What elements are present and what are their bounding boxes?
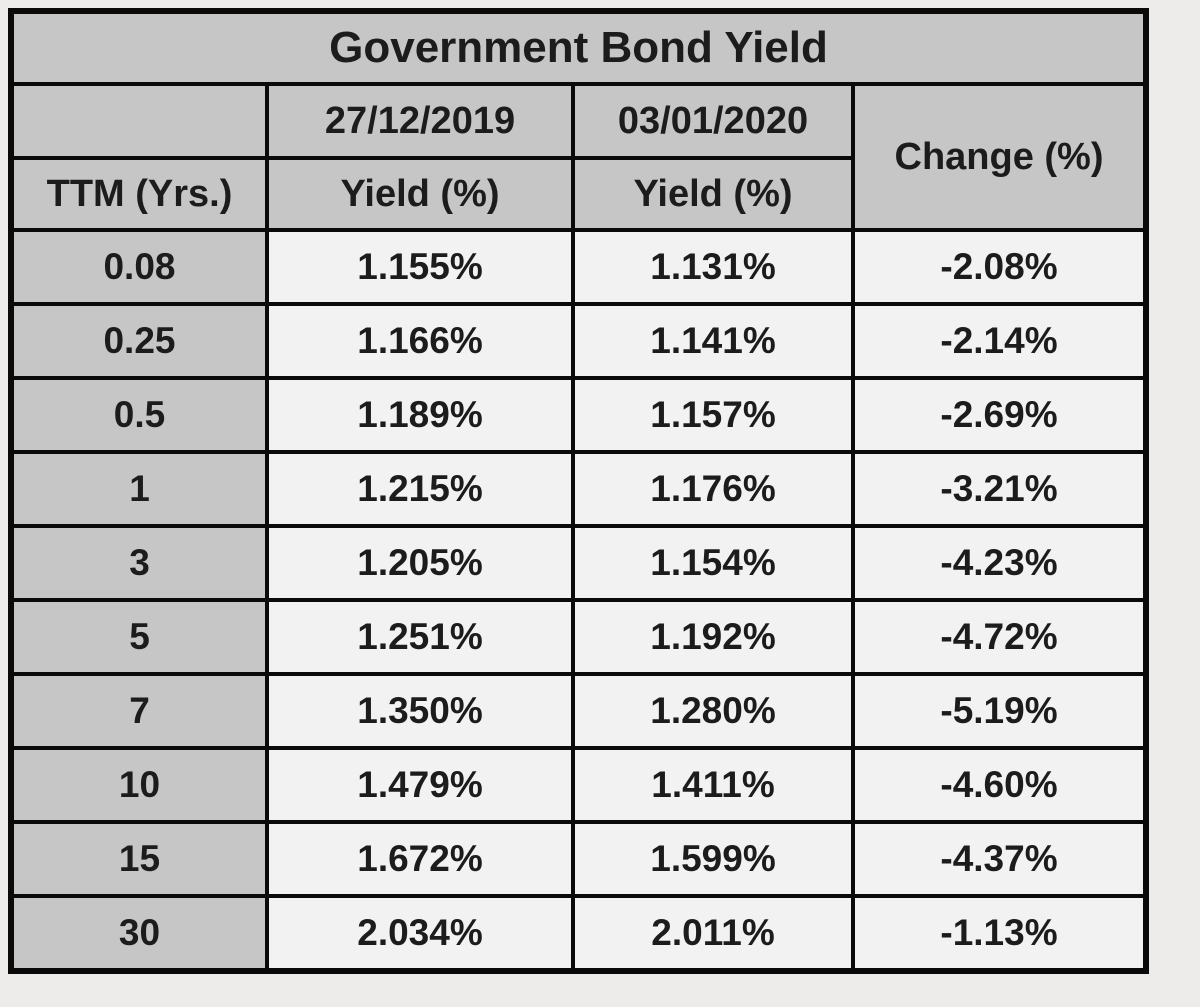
ttm-cell: 30 bbox=[9, 894, 269, 973]
ttm-cell: 1 bbox=[9, 450, 269, 528]
change-cell: -2.69% bbox=[851, 376, 1148, 454]
table-row: 15 1.672% 1.599% -4.37% bbox=[9, 820, 1148, 898]
yield-1-header: Yield (%) bbox=[265, 156, 575, 232]
change-cell: -4.72% bbox=[851, 598, 1148, 676]
change-cell: -2.08% bbox=[851, 228, 1148, 306]
yield-2-header: Yield (%) bbox=[571, 156, 855, 232]
ttm-cell: 7 bbox=[9, 672, 269, 750]
change-cell: -4.60% bbox=[851, 746, 1148, 824]
ttm-cell: 3 bbox=[9, 524, 269, 602]
yield-2-cell: 1.131% bbox=[571, 228, 855, 306]
yield-1-cell: 1.215% bbox=[265, 450, 575, 528]
yield-2-cell: 1.176% bbox=[571, 450, 855, 528]
yield-2-cell: 1.192% bbox=[571, 598, 855, 676]
change-cell: -5.19% bbox=[851, 672, 1148, 750]
date-2-header: 03/01/2020 bbox=[571, 82, 855, 160]
table-row: 3 1.205% 1.154% -4.23% bbox=[9, 524, 1148, 602]
yield-1-cell: 1.672% bbox=[265, 820, 575, 898]
yield-1-cell: 1.189% bbox=[265, 376, 575, 454]
table-row: 1 1.215% 1.176% -3.21% bbox=[9, 450, 1148, 528]
ttm-header: TTM (Yrs.) bbox=[9, 156, 269, 232]
yield-2-cell: 1.599% bbox=[571, 820, 855, 898]
government-bond-yield-table: Government Bond Yield 27/12/2019 03/01/2… bbox=[8, 8, 1149, 974]
yield-1-cell: 1.155% bbox=[265, 228, 575, 306]
table-row: 10 1.479% 1.411% -4.60% bbox=[9, 746, 1148, 824]
change-cell: -3.21% bbox=[851, 450, 1148, 528]
yield-2-cell: 1.157% bbox=[571, 376, 855, 454]
date-header-row: 27/12/2019 03/01/2020 Change (%) bbox=[9, 82, 1148, 232]
table-row: 0.08 1.155% 1.131% -2.08% bbox=[9, 228, 1148, 306]
table-row: 7 1.350% 1.280% -5.19% bbox=[9, 672, 1148, 750]
table-row: 5 1.251% 1.192% -4.72% bbox=[9, 598, 1148, 676]
ttm-cell: 0.25 bbox=[9, 302, 269, 380]
table-title: Government Bond Yield bbox=[9, 9, 1148, 86]
date-1-header: 27/12/2019 bbox=[265, 82, 575, 160]
yield-2-cell: 1.280% bbox=[571, 672, 855, 750]
change-cell: -2.14% bbox=[851, 302, 1148, 380]
yield-1-cell: 1.479% bbox=[265, 746, 575, 824]
change-header: Change (%) bbox=[851, 82, 1148, 232]
change-cell: -1.13% bbox=[851, 894, 1148, 973]
yield-2-cell: 1.141% bbox=[571, 302, 855, 380]
ttm-cell: 15 bbox=[9, 820, 269, 898]
yield-2-cell: 1.411% bbox=[571, 746, 855, 824]
sub-header-row: TTM (Yrs.) Yield (%) Yield (%) bbox=[9, 156, 1146, 232]
ttm-cell: 0.08 bbox=[9, 228, 269, 306]
yield-2-cell: 2.011% bbox=[571, 894, 855, 973]
yield-1-cell: 2.034% bbox=[265, 894, 575, 973]
yield-2-cell: 1.154% bbox=[571, 524, 855, 602]
yield-1-cell: 1.205% bbox=[265, 524, 575, 602]
table-row: 30 2.034% 2.011% -1.13% bbox=[9, 894, 1148, 973]
empty-header-cell bbox=[9, 82, 269, 160]
table-row: 0.5 1.189% 1.157% -2.69% bbox=[9, 376, 1148, 454]
change-cell: -4.23% bbox=[851, 524, 1148, 602]
change-cell: -4.37% bbox=[851, 820, 1148, 898]
table-row: 0.25 1.166% 1.141% -2.14% bbox=[9, 302, 1148, 380]
yield-1-cell: 1.166% bbox=[265, 302, 575, 380]
yield-1-cell: 1.350% bbox=[265, 672, 575, 750]
ttm-cell: 0.5 bbox=[9, 376, 269, 454]
title-row: Government Bond Yield bbox=[9, 9, 1148, 86]
yield-1-cell: 1.251% bbox=[265, 598, 575, 676]
ttm-cell: 10 bbox=[9, 746, 269, 824]
ttm-cell: 5 bbox=[9, 598, 269, 676]
